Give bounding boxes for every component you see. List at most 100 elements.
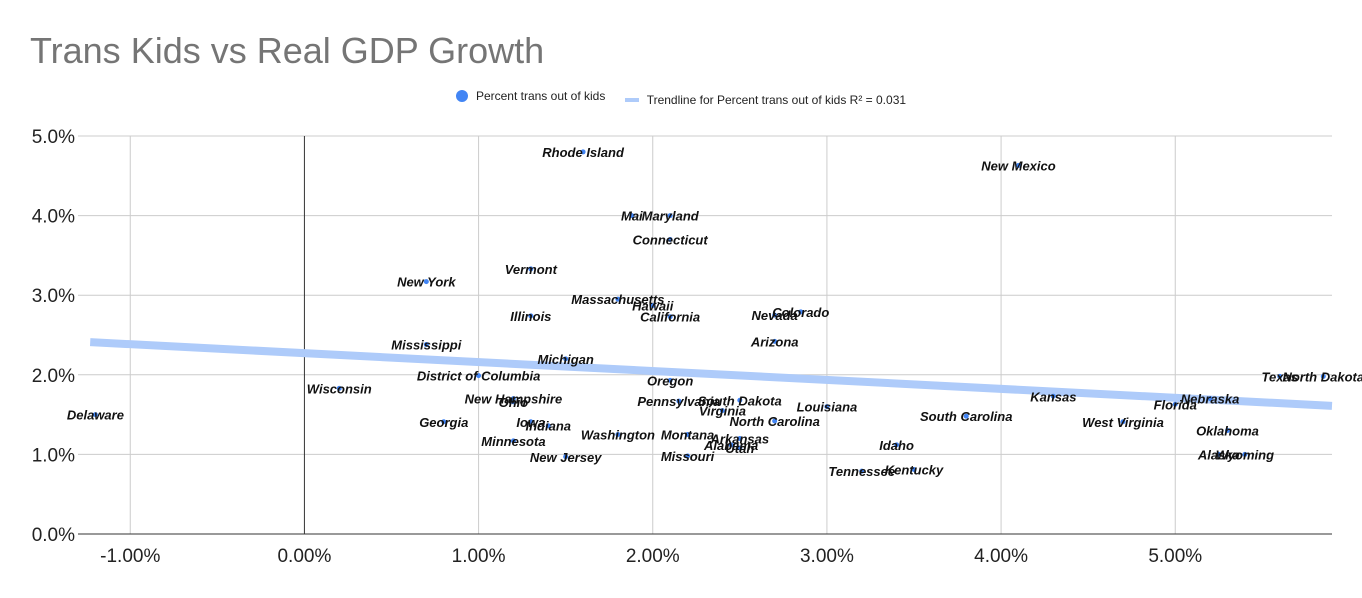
- point-label: New Jersey: [530, 450, 602, 465]
- data-point[interactable]: [676, 398, 682, 404]
- data-point[interactable]: [336, 385, 342, 391]
- point-label: Kansas: [1030, 389, 1076, 404]
- data-point[interactable]: [667, 314, 673, 320]
- data-point[interactable]: [1242, 451, 1248, 457]
- point-label: Kentucky: [885, 463, 944, 478]
- x-axis-ticks: -1.00% 0.00% 1.00% 2.00% 3.00% 4.00% 5.00%: [100, 546, 1202, 567]
- data-point[interactable]: [1207, 396, 1213, 402]
- data-point[interactable]: [423, 342, 429, 348]
- point-label: Mississippi: [391, 338, 461, 353]
- data-point[interactable]: [963, 413, 969, 419]
- data-point[interactable]: [1216, 451, 1222, 457]
- point-label: New York: [397, 275, 456, 290]
- point-label: Missouri: [661, 449, 715, 464]
- point-label: Wisconsin: [307, 381, 372, 396]
- legend-label-series: Percent trans out of kids: [475, 89, 606, 103]
- data-point[interactable]: [1225, 428, 1230, 434]
- point-label: Nebraska: [1181, 392, 1240, 407]
- data-point[interactable]: [476, 373, 482, 379]
- data-point[interactable]: [545, 423, 551, 429]
- x-tick-label: 1.00%: [452, 546, 506, 567]
- data-point[interactable]: [719, 408, 725, 414]
- data-point[interactable]: [629, 213, 635, 219]
- data-point[interactable]: [563, 356, 569, 362]
- data-point[interactable]: [772, 338, 778, 344]
- grid-lines: [78, 135, 1332, 535]
- y-tick-label: 1.0%: [32, 445, 75, 466]
- data-point[interactable]: [667, 236, 673, 242]
- data-point[interactable]: [92, 412, 98, 418]
- point-label: Utah: [725, 441, 754, 456]
- legend-label-trendline: Trendline for Percent trans out of kids …: [646, 93, 907, 107]
- data-point[interactable]: [685, 453, 691, 459]
- y-tick-label: 4.0%: [32, 207, 75, 228]
- legend: Percent trans out of kids Trendline for …: [0, 89, 1362, 107]
- data-point[interactable]: [1277, 373, 1283, 379]
- data-point[interactable]: [667, 213, 673, 219]
- data-point[interactable]: [737, 435, 743, 441]
- data-point[interactable]: [580, 149, 586, 155]
- data-point[interactable]: [441, 419, 447, 425]
- trendline-swatch-icon: [624, 98, 639, 102]
- data-point[interactable]: [894, 442, 900, 448]
- x-tick-label: 3.00%: [800, 546, 854, 567]
- y-tick-label: 3.0%: [32, 286, 75, 307]
- point-label: Idaho: [879, 438, 914, 453]
- point-label: Delaware: [67, 408, 124, 423]
- data-point[interactable]: [510, 399, 516, 405]
- point-label: Georgia: [419, 415, 468, 430]
- y-tick-label: 0.0%: [32, 525, 75, 546]
- data-point[interactable]: [1016, 162, 1021, 168]
- data-point[interactable]: [615, 432, 621, 437]
- data-point[interactable]: [685, 432, 691, 437]
- data-point[interactable]: [737, 397, 743, 403]
- point-label: Michigan: [537, 352, 593, 367]
- data-point[interactable]: [911, 467, 917, 473]
- legend-item-trendline[interactable]: Trendline for Percent trans out of kids …: [624, 93, 907, 107]
- point-label: Hawaii: [632, 299, 674, 314]
- data-point[interactable]: [1172, 401, 1178, 407]
- point-label: Louisiana: [797, 400, 858, 415]
- data-point[interactable]: [650, 303, 656, 309]
- point-label: New Hampshire: [465, 392, 563, 407]
- data-point[interactable]: [667, 377, 673, 383]
- data-point[interactable]: [423, 279, 429, 285]
- data-point[interactable]: [772, 418, 778, 424]
- point-label: North Carolina: [730, 414, 820, 429]
- point-label: Illinois: [510, 309, 551, 324]
- data-point[interactable]: [1320, 373, 1326, 379]
- point-label: South Dakota: [698, 393, 782, 408]
- point-label: Alabama: [703, 438, 758, 453]
- data-point[interactable]: [859, 468, 865, 474]
- data-point[interactable]: [728, 442, 734, 448]
- point-label: Nevada: [752, 308, 798, 323]
- data-point[interactable]: [563, 454, 569, 460]
- data-point[interactable]: [824, 404, 830, 410]
- data-point[interactable]: [1120, 419, 1126, 425]
- point-label: Minnesota: [481, 434, 545, 449]
- data-point[interactable]: [737, 445, 743, 451]
- x-tick-label: -1.00%: [100, 546, 160, 567]
- point-label: Tennessee: [828, 464, 895, 479]
- point-label: West Virginia: [1082, 415, 1164, 430]
- point-label: Wyoming: [1216, 447, 1274, 462]
- data-point[interactable]: [615, 296, 621, 302]
- data-point[interactable]: [772, 312, 778, 318]
- data-point[interactable]: [528, 313, 534, 319]
- point-label: Arizona: [750, 334, 799, 349]
- point-label: Virginia: [699, 404, 746, 419]
- data-points: [92, 149, 1326, 474]
- data-point[interactable]: [510, 438, 516, 444]
- data-point[interactable]: [1050, 393, 1056, 399]
- legend-item-series[interactable]: Percent trans out of kids: [455, 89, 606, 103]
- y-tick-label: 5.0%: [32, 127, 75, 148]
- point-label: Mai: [621, 209, 643, 224]
- data-point[interactable]: [798, 309, 804, 315]
- data-point[interactable]: [528, 266, 534, 272]
- trendline-line: [89, 338, 1333, 410]
- x-tick-label: 4.00%: [974, 546, 1028, 567]
- data-point[interactable]: [528, 419, 534, 425]
- point-label: Pennsylvania: [637, 394, 720, 409]
